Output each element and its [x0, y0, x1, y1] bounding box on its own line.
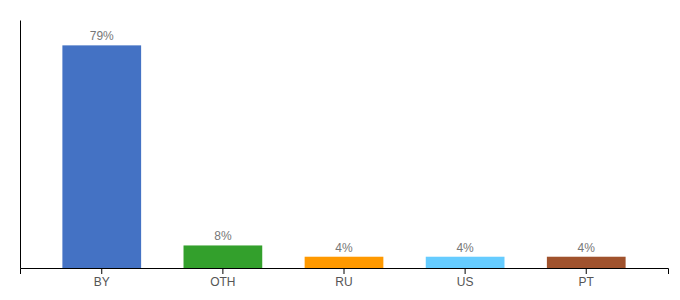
x-tick-mark: [586, 268, 587, 274]
x-tick-label: PT: [579, 275, 595, 289]
bar: [62, 45, 141, 268]
y-axis-line: [20, 21, 21, 269]
x-tick-label: RU: [335, 275, 352, 289]
x-tick: BY: [94, 268, 110, 289]
data-label: 8%: [214, 229, 232, 243]
x-tick: OTH: [210, 268, 235, 289]
data-label: 4%: [578, 241, 596, 255]
data-label: 79%: [90, 29, 114, 43]
data-label: 4%: [456, 241, 474, 255]
data-label: 4%: [335, 241, 353, 255]
x-tick-label: US: [457, 275, 474, 289]
bars: [62, 45, 625, 268]
chart: BY OTH RU US PT 79% 8% 4% 4% 4%: [0, 0, 680, 300]
x-tick: US: [457, 268, 474, 289]
x-tick-mark: [465, 268, 466, 274]
x-tick: RU: [335, 268, 352, 289]
x-tick-mark: [344, 268, 345, 274]
x-axis: BY OTH RU US PT: [21, 268, 669, 289]
bar: [305, 257, 384, 268]
x-tick: PT: [579, 268, 595, 289]
x-axis-line: [21, 269, 669, 275]
bar: [547, 257, 626, 268]
bar: [426, 257, 505, 268]
y-axis: [20, 21, 21, 269]
data-labels: 79% 8% 4% 4% 4%: [90, 29, 596, 254]
x-tick-mark: [222, 268, 223, 274]
x-tick-label: OTH: [210, 275, 235, 289]
x-tick-label: BY: [94, 275, 110, 289]
x-tick-mark: [101, 268, 102, 274]
bar: [184, 245, 263, 268]
plot: BY OTH RU US PT 79% 8% 4% 4% 4%: [21, 21, 669, 289]
